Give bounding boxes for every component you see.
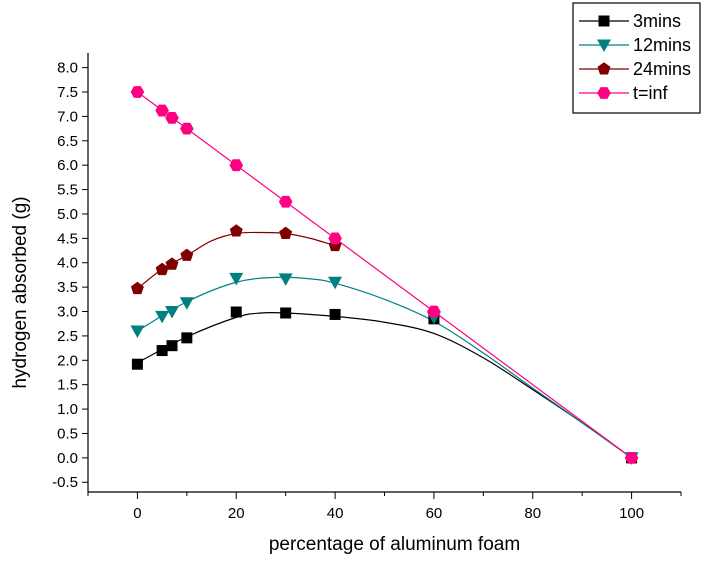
legend-label: 12mins	[633, 35, 691, 55]
data-point	[328, 232, 342, 245]
y-tick-label: 1.5	[57, 377, 78, 394]
data-point	[624, 451, 639, 464]
y-tick-label: 5.5	[57, 182, 78, 199]
legend-marker	[597, 62, 611, 75]
y-tick-label: 7.5	[57, 84, 78, 101]
y-tick-label: 5.0	[57, 206, 78, 223]
data-point	[165, 257, 179, 270]
series-curves	[137, 91, 632, 459]
data-point	[130, 281, 144, 295]
x-tick-label: 80	[524, 505, 541, 522]
legend: 3mins 12mins 24mins t=inf	[572, 2, 701, 114]
y-tick-label: 0.0	[57, 450, 78, 467]
tick-labels: 0 20 40 60 80 100 -0.5 0.0 0.5 1.0 1.5 2.0 2.5 3.0 3.5…	[52, 60, 644, 522]
data-point	[328, 276, 343, 290]
series-line-12mins	[137, 276, 632, 459]
legend-label: 24mins	[633, 59, 691, 79]
data-point	[166, 340, 178, 352]
data-point	[180, 248, 194, 261]
x-tick-label: 60	[426, 505, 443, 522]
x-tick-label: 0	[133, 505, 141, 522]
legend-marker	[598, 15, 610, 27]
data-point	[229, 159, 244, 172]
y-tick-label: 0.5	[57, 425, 78, 442]
y-tick-label: 7.0	[57, 108, 78, 125]
legend-label: t=inf	[633, 83, 669, 103]
y-tick-label: 4.0	[57, 255, 78, 272]
data-point	[181, 332, 193, 344]
data-point	[278, 195, 293, 208]
data-point	[427, 305, 441, 318]
data-point	[180, 122, 194, 135]
data-point	[155, 310, 170, 324]
y-tick-label: 3.5	[57, 279, 78, 296]
tick-marks	[82, 67, 682, 499]
data-point	[155, 262, 169, 276]
y-tick-label: 2.5	[57, 328, 78, 345]
data-point	[155, 104, 169, 117]
y-tick-label: 6.0	[57, 157, 78, 174]
y-axis-label: hydrogen absorbed (g)	[10, 196, 31, 388]
data-point	[229, 272, 244, 286]
data-point	[130, 86, 145, 98]
data-point	[278, 273, 293, 286]
series-markers	[130, 86, 639, 465]
data-point	[329, 308, 341, 320]
data-point	[130, 325, 145, 339]
data-point	[156, 345, 168, 357]
data-point	[229, 224, 243, 237]
data-point	[279, 226, 293, 239]
data-point	[179, 297, 194, 310]
x-axis-label: percentage of aluminum foam	[269, 534, 520, 555]
y-tick-label: 2.0	[57, 352, 78, 369]
y-tick-label: 6.5	[57, 133, 78, 150]
data-point	[165, 306, 180, 319]
y-tick-label: 3.0	[57, 304, 78, 321]
x-tick-label: 20	[228, 505, 245, 522]
legend-marker	[597, 87, 611, 99]
data-point	[230, 306, 242, 318]
y-tick-label: 1.0	[57, 401, 78, 418]
y-tick-label: 8.0	[57, 60, 78, 77]
series-line-t-inf	[137, 91, 632, 459]
series-line-3mins	[137, 311, 632, 459]
data-point	[131, 358, 143, 370]
x-tick-label: 40	[327, 505, 344, 522]
legend-marker	[597, 39, 611, 52]
data-point	[280, 307, 292, 319]
legend-label: 3mins	[633, 11, 681, 31]
x-tick-label: 100	[619, 505, 644, 522]
y-tick-label: 4.5	[57, 230, 78, 247]
data-point	[165, 111, 179, 124]
y-tick-label: -0.5	[52, 474, 78, 491]
